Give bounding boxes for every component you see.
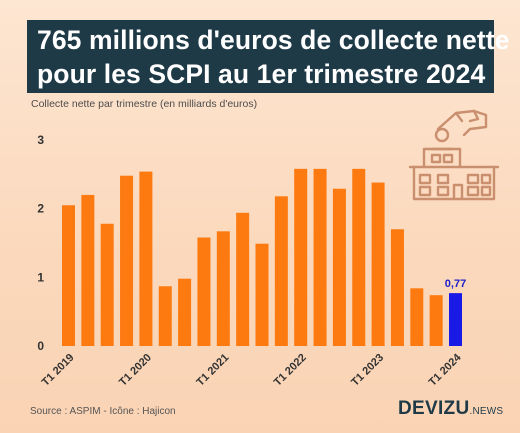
building-coin-donation-icon [408,105,500,208]
logo-main-text: DEVIZU [398,398,470,419]
bar-t3-2021 [255,243,269,346]
bar-t4-2022 [352,168,366,346]
bar-t2-2021 [236,212,250,346]
x-tick-label: T1 2020 [117,352,154,389]
devizu-logo: DEVIZU.NEWS [398,398,503,420]
bar-t4-2023 [429,295,443,346]
bar-t3-2019 [100,223,114,346]
title-banner: 765 millions d'euros de collecte nette p… [27,20,510,93]
bar-t3-2020 [178,278,192,346]
x-tick-label: T1 2021 [194,352,231,389]
bar-t2-2022 [313,168,327,346]
y-tick-label: 1 [37,270,44,284]
y-tick-label: 3 [37,133,44,147]
bar-t1-2019 [62,205,75,346]
data-label: 0,77 [445,278,466,290]
bar-t1-2021 [216,231,230,346]
source-note: Source : ASPIM - Icône : Hajicon [30,406,176,417]
y-tick-label: 2 [37,202,44,216]
bar-t2-2019 [81,194,95,346]
bar-t4-2019 [120,175,134,346]
bar-t1-2024 [449,293,462,346]
bar-t2-2023 [390,229,404,346]
x-tick-label: T1 2023 [349,352,386,389]
bar-t4-2020 [197,237,211,346]
bar-t3-2023 [410,288,424,346]
logo-sub-text: .NEWS [469,406,504,417]
chart-subtitle: Collecte nette par trimestre (en milliar… [31,98,258,110]
bar-t2-2020 [158,286,172,346]
x-tick-label: T1 2019 [40,352,77,389]
bar-t1-2020 [139,171,153,346]
bar-t1-2022 [294,168,308,346]
bar-t3-2022 [332,188,346,346]
title-line-1: 765 millions d'euros de collecte nette [37,25,510,55]
x-tick-label: T1 2024 [427,351,465,389]
bar-t4-2021 [274,196,288,346]
x-tick-label: T1 2022 [272,352,309,389]
y-tick-label: 0 [37,339,44,353]
title-line-2: pour les SCPI au 1er trimestre 2024 [37,59,486,89]
bar-t1-2023 [371,182,385,346]
